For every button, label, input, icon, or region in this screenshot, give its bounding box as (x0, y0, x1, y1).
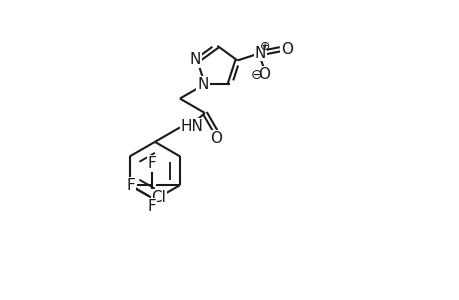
Text: F: F (126, 178, 134, 193)
Text: O: O (257, 67, 269, 82)
Text: F: F (147, 199, 156, 214)
Text: Cl: Cl (151, 190, 166, 205)
Text: N: N (254, 46, 265, 61)
Text: ⊕: ⊕ (259, 40, 270, 52)
Text: O: O (280, 42, 292, 57)
Text: F: F (147, 156, 156, 171)
Text: ⊖: ⊖ (250, 68, 262, 82)
Text: N: N (189, 52, 201, 67)
Text: HN: HN (180, 119, 203, 134)
Text: O: O (210, 131, 222, 146)
Text: N: N (197, 77, 208, 92)
